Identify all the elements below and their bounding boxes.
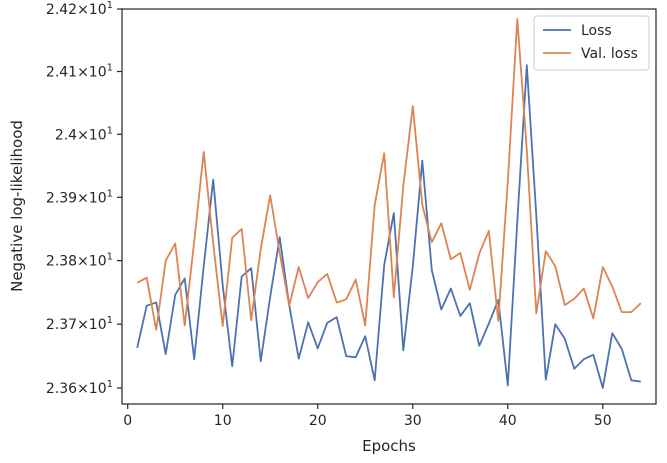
x-tick-label: 20 [309, 413, 327, 429]
series-line-loss [136, 64, 641, 389]
x-tick-label: 10 [214, 413, 232, 429]
y-tick-label: 2.41×101 [46, 63, 113, 81]
y-tick-label: 2.39×101 [46, 188, 113, 206]
y-axis-ticks: 2.36×101 2.37×101 2.38×101 2.39×101 2.4×101 2… [46, 0, 122, 397]
y-axis-label: Negative log-likelihood [8, 120, 26, 292]
x-tick-label: 50 [594, 413, 612, 429]
legend: Loss Val. loss [533, 15, 650, 71]
y-tick-label: 2.42×101 [46, 0, 113, 18]
y-tick-label: 2.4×101 [55, 125, 113, 143]
y-tick-label: 2.36×101 [46, 379, 113, 397]
legend-label-val-loss: Val. loss [581, 46, 638, 62]
series-line-val-loss [136, 18, 642, 331]
x-axis-label: Epochs [362, 437, 416, 455]
y-tick-label: 2.38×101 [46, 252, 113, 270]
legend-label-loss: Loss [581, 23, 612, 39]
series-layer [136, 18, 642, 389]
axes-frame [121, 8, 657, 405]
x-tick-label: 40 [499, 413, 517, 429]
y-tick-label: 2.37×101 [46, 315, 113, 333]
x-axis-ticks: 0 10 20 30 40 50 [123, 404, 612, 429]
x-tick-label: 0 [123, 413, 132, 429]
x-tick-label: 30 [404, 413, 422, 429]
